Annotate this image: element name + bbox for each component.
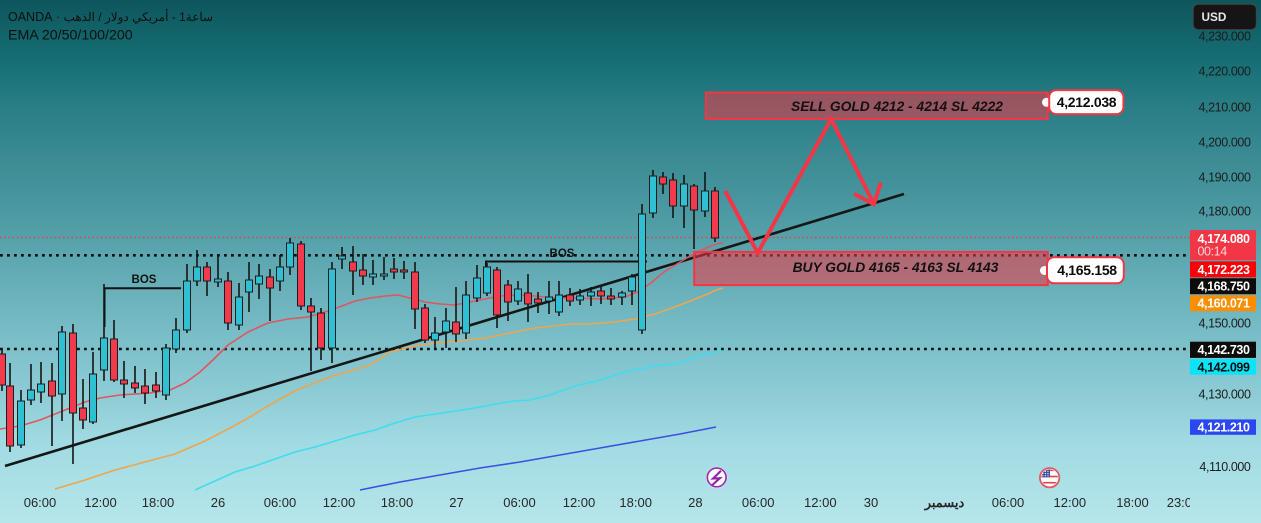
- svg-text:EMA 20/50/100/200: EMA 20/50/100/200: [8, 28, 133, 44]
- svg-text:BUY GOLD 4165 - 4163 SL 4143: BUY GOLD 4165 - 4163 SL 4143: [793, 260, 999, 275]
- svg-text:4,200.000: 4,200.000: [1198, 135, 1250, 149]
- svg-text:06:00: 06:00: [264, 495, 297, 510]
- svg-text:18:00: 18:00: [1116, 495, 1149, 510]
- svg-text:00:14: 00:14: [1198, 245, 1228, 259]
- svg-text:06:00: 06:00: [24, 495, 57, 510]
- svg-text:USD: USD: [1202, 10, 1227, 24]
- svg-text:4,160.071: 4,160.071: [1197, 297, 1249, 311]
- svg-text:30: 30: [864, 495, 878, 510]
- svg-text:OANDA · ساعة1 - أمريكي دولار /: OANDA · ساعة1 - أمريكي دولار / الذهب: [8, 9, 213, 24]
- svg-text:06:00: 06:00: [742, 495, 775, 510]
- svg-text:23:00: 23:00: [1167, 495, 1200, 510]
- svg-text:4,210.000: 4,210.000: [1198, 100, 1250, 114]
- svg-text:26: 26: [211, 495, 225, 510]
- svg-text:BOS: BOS: [132, 274, 157, 286]
- svg-text:4,180.000: 4,180.000: [1198, 204, 1250, 218]
- svg-text:06:00: 06:00: [992, 495, 1025, 510]
- svg-text:28: 28: [688, 495, 702, 510]
- svg-text:4,121.210: 4,121.210: [1197, 421, 1249, 435]
- svg-text:SELL GOLD 4212 - 4214 SL 4222: SELL GOLD 4212 - 4214 SL 4222: [791, 99, 1003, 114]
- svg-text:4,130.000: 4,130.000: [1198, 387, 1250, 401]
- svg-text:12:00: 12:00: [323, 495, 356, 510]
- svg-text:4,230.000: 4,230.000: [1198, 29, 1250, 43]
- svg-text:4,212.038: 4,212.038: [1057, 94, 1117, 110]
- svg-text:12:00: 12:00: [84, 495, 117, 510]
- svg-text:4,220.000: 4,220.000: [1198, 64, 1250, 78]
- svg-text:12:00: 12:00: [563, 495, 596, 510]
- svg-text:4,174.080: 4,174.080: [1197, 232, 1249, 246]
- svg-text:4,142.099: 4,142.099: [1197, 360, 1249, 374]
- svg-text:18:00: 18:00: [619, 495, 652, 510]
- svg-text:27: 27: [449, 495, 463, 510]
- svg-text:4,110.000: 4,110.000: [1199, 460, 1251, 474]
- svg-text:BOS: BOS: [550, 248, 575, 260]
- svg-text:4,165.158: 4,165.158: [1057, 262, 1117, 278]
- svg-text:18:00: 18:00: [142, 495, 175, 510]
- svg-text:4,142.730: 4,142.730: [1197, 343, 1249, 357]
- svg-text:ديسمبر: ديسمبر: [924, 495, 965, 511]
- svg-text:4,168.750: 4,168.750: [1197, 280, 1249, 294]
- svg-text:06:00: 06:00: [503, 495, 536, 510]
- svg-text:4,150.000: 4,150.000: [1198, 316, 1250, 330]
- svg-text:4,190.000: 4,190.000: [1198, 170, 1250, 184]
- svg-text:18:00: 18:00: [381, 495, 414, 510]
- svg-text:12:00: 12:00: [804, 495, 837, 510]
- svg-text:12:00: 12:00: [1054, 495, 1087, 510]
- svg-text:4,172.223: 4,172.223: [1197, 263, 1249, 277]
